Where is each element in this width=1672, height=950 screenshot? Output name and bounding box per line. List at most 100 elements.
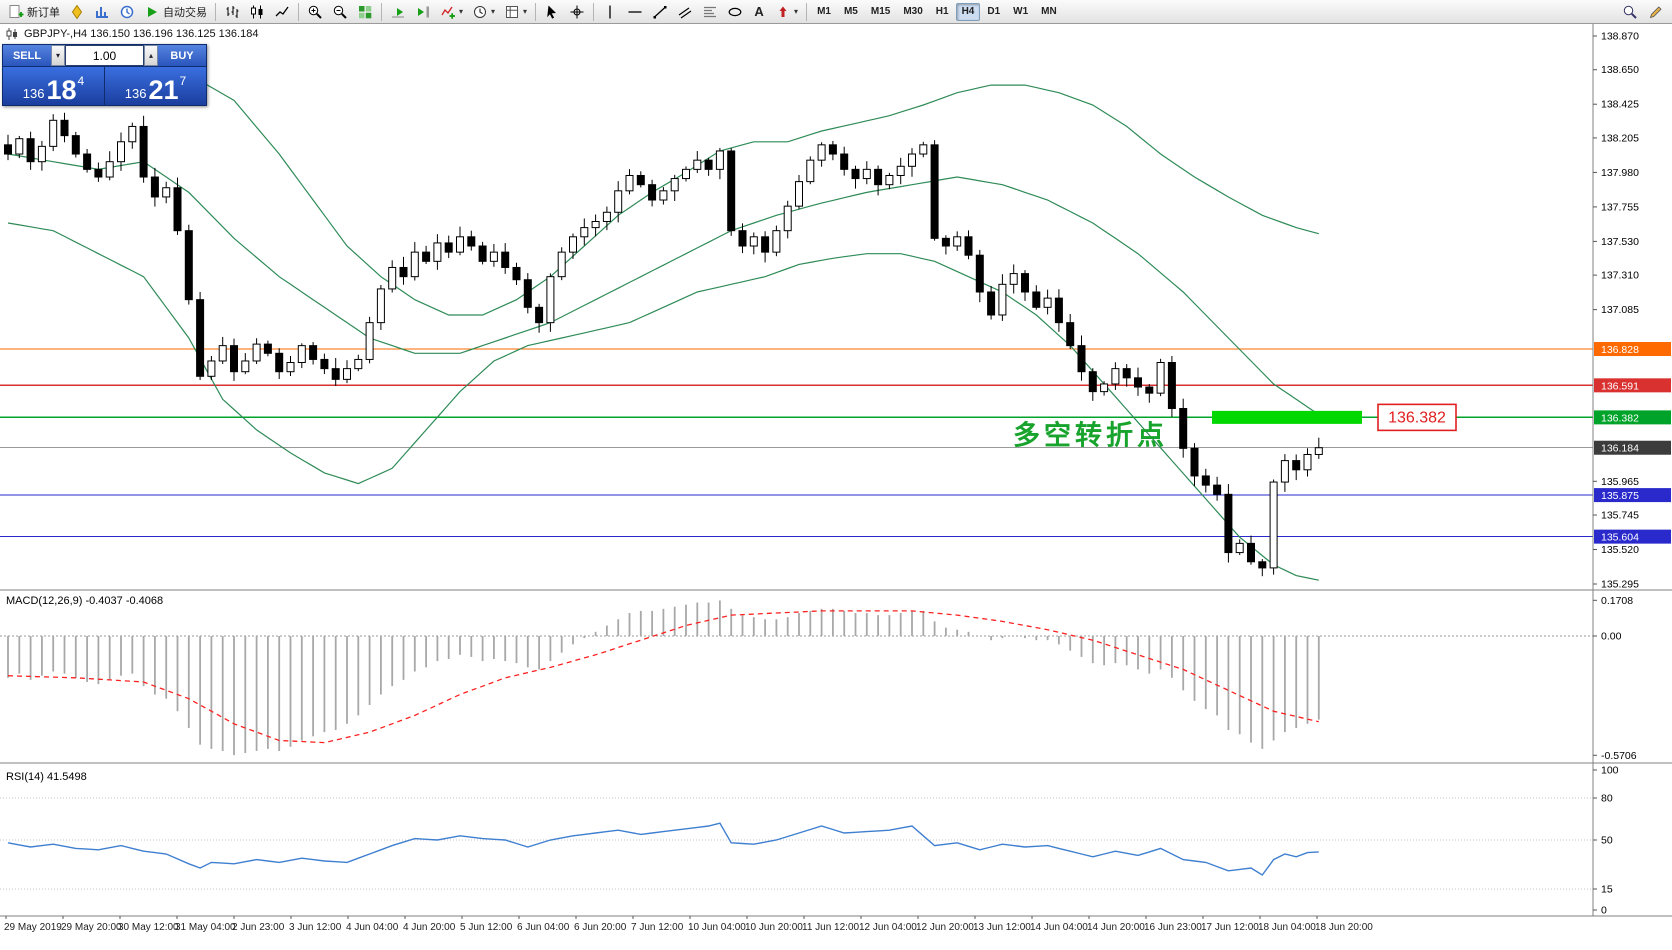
line-chart-button[interactable] [270,2,294,22]
buy-header[interactable]: BUY [170,49,194,62]
volume-down-button[interactable]: ▾ [51,45,65,66]
dropdown-caret-icon: ▾ [491,6,496,16]
buy-button[interactable]: 136 21 7 [105,67,206,105]
buy-price-sup: 7 [179,74,187,88]
toolbar-separator [381,2,382,21]
svg-text:3 Jun 12:00: 3 Jun 12:00 [289,922,342,933]
svg-text:5 Jun 12:00: 5 Jun 12:00 [460,922,513,933]
crosshair-button[interactable] [565,2,589,22]
periods-button[interactable]: ▾ [468,2,499,22]
svg-text:0: 0 [1601,905,1607,917]
indicators-button[interactable]: ▾ [436,2,467,22]
sell-header[interactable]: SELL [12,49,42,62]
bollinger-middle-band [7,153,1320,416]
chart-shift-button[interactable] [411,2,435,22]
data-window-button[interactable] [90,2,114,22]
svg-text:136.828: 136.828 [1601,344,1639,356]
bar-chart-button[interactable] [220,2,244,22]
vertical-line-button[interactable] [598,2,622,22]
arrows-tool-button[interactable]: ▾ [771,2,802,22]
price-axis[interactable]: 138.870 138.650 138.425 138.205 137.980 137.7… [1592,24,1671,916]
tile-windows-button[interactable] [353,2,377,22]
svg-text:16 Jun 23:00: 16 Jun 23:00 [1144,922,1202,933]
auto-trading-button[interactable]: 自动交易 [140,2,211,22]
svg-text:31 May 04:00: 31 May 04:00 [175,922,236,933]
navigator-button[interactable] [115,2,139,22]
candlestick-chart-button[interactable] [245,2,269,22]
data-window-icon [96,6,108,18]
svg-text:14 Jun 04:00: 14 Jun 04:00 [1030,922,1088,933]
sell-price-big: 18 [46,74,77,105]
shapes-button[interactable] [723,2,747,22]
new-order-button[interactable]: 新订单 [4,2,64,22]
timeframe-d1-button[interactable]: D1 [987,6,1001,17]
svg-text:137.085: 137.085 [1601,304,1639,316]
market-watch-button[interactable] [65,2,89,22]
svg-text:13 Jun 12:00: 13 Jun 12:00 [973,922,1031,933]
highlight-zone[interactable] [1212,410,1362,424]
horizontal-level-lines[interactable] [0,348,1593,538]
svg-text:7 Jun 12:00: 7 Jun 12:00 [631,922,684,933]
price-callout[interactable]: 136.382 [1377,403,1457,432]
dropdown-caret-icon: ▾ [523,6,528,16]
horizontal-line-button[interactable] [623,2,647,22]
svg-text:137.310: 137.310 [1601,270,1639,282]
timeframe-m1-button[interactable]: M1 [817,6,831,17]
volume-input[interactable] [65,45,144,66]
zoom-out-icon [333,5,347,19]
trendline-button[interactable] [648,2,672,22]
dropdown-caret-icon: ▾ [459,6,464,16]
new-order-icon [9,4,24,18]
svg-text:135.965: 135.965 [1601,476,1639,488]
svg-text:14 Jun 20:00: 14 Jun 20:00 [1087,922,1145,933]
timeframe-group: M1 M5 M15 M30 H1 H4 D1 W1 MN [811,2,1063,21]
vertical-line-icon [609,5,611,18]
indicators-icon [441,6,455,19]
bollinger-lower-band [7,222,1319,581]
svg-text:135.745: 135.745 [1601,510,1639,522]
volume-up-button[interactable]: ▴ [144,45,158,66]
timeframe-h1-button[interactable]: H1 [935,6,949,17]
zoom-in-icon [308,5,322,19]
price-chart[interactable]: 136.382 多空转折点 138.870 138.650 138.425 138.205… [0,24,1672,950]
channel-button[interactable] [673,2,697,22]
timeframe-h4-button[interactable]: H4 [955,2,981,21]
text-tool-button[interactable]: A [748,2,770,22]
auto-trading-label: 自动交易 [163,6,207,19]
zoom-in-button[interactable] [303,2,327,22]
timeframe-m15-button[interactable]: M15 [870,6,891,17]
timeframe-w1-button[interactable]: W1 [1013,6,1029,17]
svg-text:2 Jun 23:00: 2 Jun 23:00 [232,922,285,933]
chart-window[interactable]: 136.382 多空转折点 138.870 138.650 138.425 138.205… [0,24,1672,950]
svg-text:0.00: 0.00 [1601,631,1622,643]
svg-text:6 Jun 04:00: 6 Jun 04:00 [517,922,570,933]
svg-text:137.755: 137.755 [1601,201,1639,213]
cursor-button[interactable] [540,2,564,22]
line-chart-icon [275,6,289,16]
macd-title: MACD(12,26,9) -0.4037 -0.4068 [6,595,163,607]
svg-text:18 Jun 04:00: 18 Jun 04:00 [1258,922,1316,933]
sell-button[interactable]: 136 18 4 [3,67,105,105]
timeframe-m30-button[interactable]: M30 [903,6,923,17]
zoom-out-button[interactable] [328,2,352,22]
horizontal-line-icon [628,10,642,13]
svg-text:135.875: 135.875 [1601,490,1639,502]
arrow-tool-icon [779,6,787,17]
search-button[interactable] [1618,2,1642,22]
symbol-ohlc-line: GBPJPY-,H4 136.150 136.196 136.125 136.1… [6,28,258,40]
rsi-title: RSI(14) 41.5498 [6,771,87,783]
auto-scroll-button[interactable] [386,2,410,22]
timeframe-mn-button[interactable]: MN [1041,6,1057,17]
fibonacci-button[interactable] [698,2,722,22]
timeframe-m5-button[interactable]: M5 [843,6,858,17]
trade-panel-prices: 136 18 4 136 21 7 [3,66,206,105]
svg-text:6 Jun 20:00: 6 Jun 20:00 [574,922,627,933]
templates-button[interactable]: ▾ [500,2,531,22]
svg-text:135.604: 135.604 [1601,532,1639,544]
cursor-icon [547,5,557,19]
edit-button[interactable] [1644,2,1668,22]
svg-text:12 Jun 20:00: 12 Jun 20:00 [916,922,974,933]
svg-text:136.591: 136.591 [1601,380,1639,392]
channel-icon [678,7,692,18]
